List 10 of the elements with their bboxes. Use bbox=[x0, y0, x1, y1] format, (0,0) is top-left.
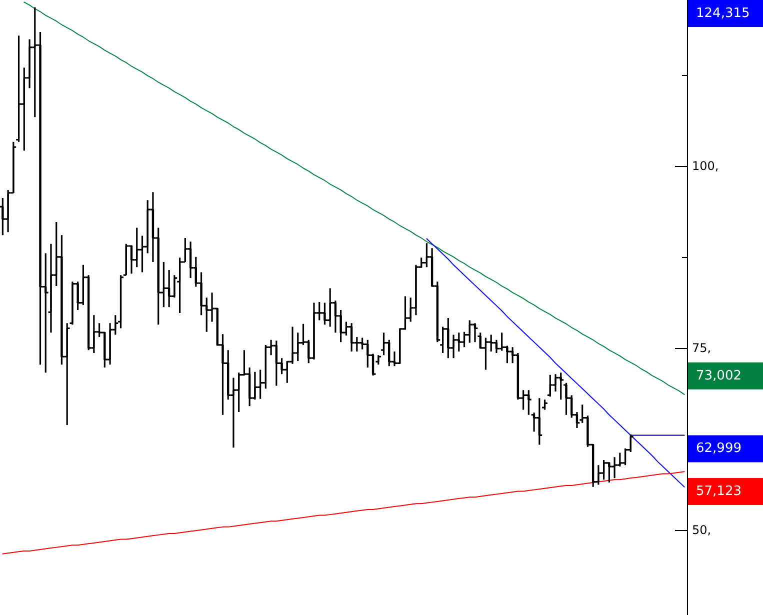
line-series bbox=[24, 2, 685, 395]
y-tick-label: 75, bbox=[692, 340, 712, 355]
text: 124,315 bbox=[696, 6, 750, 21]
y-tick-label: 50, bbox=[692, 522, 712, 537]
text: 62,999 bbox=[696, 441, 742, 456]
text: 73,002 bbox=[696, 368, 742, 384]
line-series bbox=[2, 471, 685, 554]
text: 57,123 bbox=[696, 484, 742, 500]
line-series bbox=[426, 238, 685, 488]
y-tick-label: 100, bbox=[692, 158, 719, 173]
